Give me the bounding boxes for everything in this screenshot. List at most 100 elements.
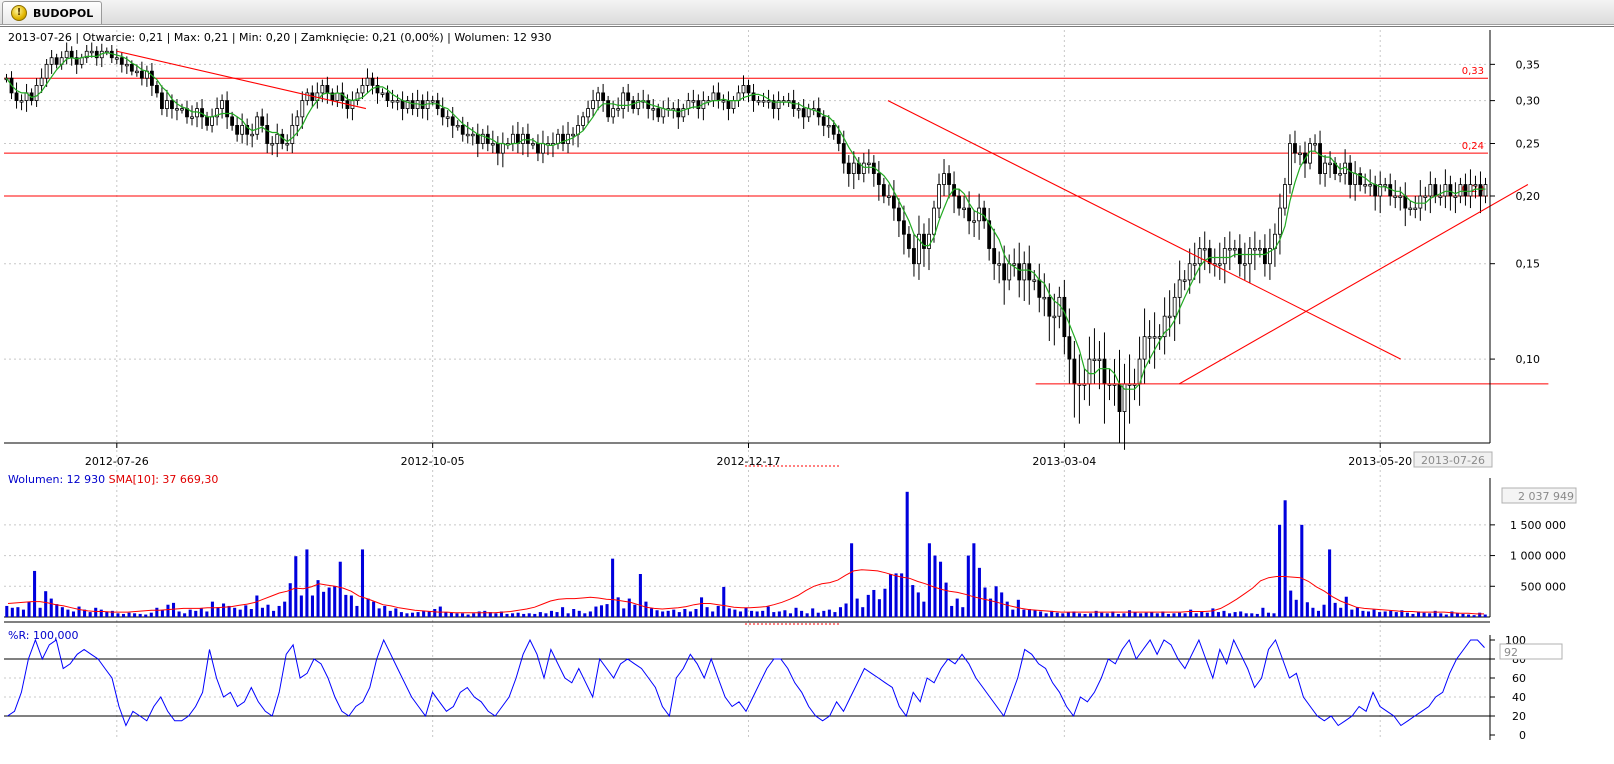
candle [1197,237,1202,284]
candle-body [175,108,179,111]
volume-bar [222,603,226,617]
volume-bar [861,607,865,617]
volume-bar [722,586,726,617]
volume-bar [977,567,981,617]
candle [571,127,575,146]
volume-bar [1183,613,1187,617]
candle [190,105,194,126]
candle [1022,251,1027,302]
candle [1097,340,1102,390]
candle [360,78,365,100]
candle-body [987,220,992,249]
candle [1042,273,1047,317]
candle [886,184,891,206]
candle-body [320,85,325,94]
candle [305,88,310,106]
wr-current-label: 92 [1504,646,1518,659]
candle-body [917,233,921,265]
volume-bar [972,543,976,617]
candle-body [1102,358,1107,385]
candle [1242,242,1247,280]
volume-bar [1077,613,1082,617]
candle [1207,239,1212,274]
candle-body [455,125,460,128]
volume-axis: 500 000 1 000 000 1 500 000 2 037 949 [1489,478,1577,617]
candle [1007,254,1012,291]
candle-body [1268,248,1272,265]
volume-bar [99,609,103,617]
candle [505,137,510,150]
candle-body [390,100,395,103]
volume-bar [711,611,715,617]
volume-bar [1155,613,1159,617]
volume-bar [872,589,876,617]
candle-body [962,207,966,210]
candle-body [846,162,851,174]
candle [1247,237,1252,284]
volume-bar [755,611,759,617]
candle [1273,223,1277,267]
candle-body [1062,296,1067,338]
volume-bar [1072,611,1076,617]
candle [385,85,390,107]
volume-bar [1061,613,1065,617]
candle-body [1398,195,1403,198]
volume-bar [694,609,698,617]
candle-body [1187,263,1192,281]
volume-bar [455,613,459,617]
volume-bar [744,607,748,617]
volume-bar [155,607,159,617]
volume-bar [605,604,609,617]
candle-body [1147,336,1152,339]
candle [495,136,500,166]
candle-body [1142,336,1147,360]
candle-body [1257,248,1262,251]
candle [957,189,961,216]
volume-bar [1444,614,1448,617]
candle [1283,177,1287,216]
volume-bar [844,603,848,617]
level-label: 0,20 [1462,184,1484,195]
volume-bar [922,601,926,617]
candle-body [335,92,340,102]
candle [556,128,560,150]
volume-bar [989,598,993,617]
volume-bar [883,588,887,617]
candle [1373,175,1378,211]
tab-budopol[interactable]: ! BUDOPOL [2,1,102,24]
volume-bar [1239,611,1243,617]
candle [1162,297,1167,355]
candle [1147,320,1152,364]
candle-body [355,92,360,102]
candle-body [1207,248,1212,265]
candle-body [1423,195,1428,198]
candle-body [831,125,836,135]
volume-bar [433,609,437,617]
volume-bar [177,611,181,617]
volume-bar [622,608,626,617]
candle-body [1152,336,1157,339]
candle-body [1027,263,1032,281]
volume-bar [149,612,153,617]
volume-bar [911,585,915,617]
volume-bar [1189,609,1193,617]
candle-body [1052,315,1057,319]
candle [1202,231,1207,271]
candle-body [74,57,79,65]
candle [641,89,646,109]
candle-body [1473,184,1478,187]
volume-max-box: 2 037 949 [1501,487,1577,504]
candle-body [1313,143,1317,146]
volume-bar [116,613,120,617]
volume-bar [33,570,37,617]
candle [977,193,982,240]
candle-body [696,100,701,109]
candle [330,88,335,106]
volume-bar [316,580,320,617]
volume-bar [377,608,381,617]
volume-bar [900,573,904,617]
candle [866,149,871,174]
candle [746,79,751,103]
volume-bar [1289,590,1293,617]
